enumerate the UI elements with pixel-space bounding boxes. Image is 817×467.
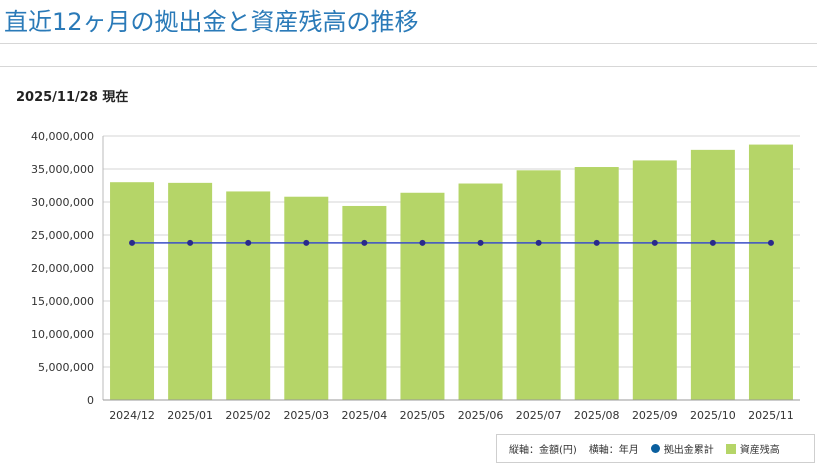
x-tick-label: 2025/01 <box>167 409 213 422</box>
bar-asset-balance <box>632 160 677 400</box>
bar-asset-balance <box>342 205 387 400</box>
bar-asset-balance <box>516 170 561 400</box>
as-of-date: 2025/11/28 現在 <box>16 90 129 105</box>
point-contribution-total <box>361 239 368 246</box>
y-tick-label: 40,000,000 <box>31 130 94 143</box>
point-contribution-total <box>187 239 194 246</box>
bar-asset-balance <box>748 144 793 400</box>
chart-legend: 縦軸：金額(円) 横軸：年月 拠出金累計 資産残高 <box>496 434 815 463</box>
point-contribution-total <box>767 239 774 246</box>
y-tick-label: 35,000,000 <box>31 163 94 176</box>
title-divider <box>0 43 817 44</box>
legend-x-axis-note: 横軸：年月 <box>588 445 639 456</box>
legend-y-axis-note: 縦軸：金額(円) <box>509 445 577 456</box>
y-tick-label: 20,000,000 <box>31 262 94 275</box>
bar-asset-balance <box>574 167 619 400</box>
point-contribution-total <box>419 239 426 246</box>
bar-asset-balance <box>168 182 213 400</box>
legend-bar-swatch-icon <box>725 443 736 454</box>
y-tick-label: 30,000,000 <box>31 196 94 209</box>
x-tick-label: 2025/03 <box>283 409 329 422</box>
point-contribution-total <box>593 239 600 246</box>
x-tick-label: 2025/06 <box>458 409 504 422</box>
bar-asset-balance <box>226 191 271 400</box>
x-tick-label: 2025/05 <box>400 409 446 422</box>
point-contribution-total <box>651 239 658 246</box>
point-contribution-total <box>709 239 716 246</box>
x-tick-label: 2025/11 <box>748 409 794 422</box>
point-contribution-total <box>535 239 542 246</box>
y-tick-label: 0 <box>87 394 94 407</box>
y-tick-label: 5,000,000 <box>38 361 94 374</box>
bar-asset-balance <box>690 149 735 400</box>
legend-line-swatch-icon <box>650 444 660 453</box>
point-contribution-total <box>245 239 252 246</box>
x-tick-label: 2025/10 <box>690 409 736 422</box>
bar-asset-balance <box>284 196 329 400</box>
y-tick-label: 15,000,000 <box>31 295 94 308</box>
point-contribution-total <box>129 239 136 246</box>
section-divider <box>0 66 817 67</box>
x-tick-label: 2025/04 <box>342 409 388 422</box>
bar-asset-balance <box>110 182 155 400</box>
bar-asset-balance <box>458 183 503 400</box>
x-tick-label: 2025/07 <box>516 409 562 422</box>
legend-bar-label: 資産残高 <box>739 445 780 456</box>
x-tick-label: 2024/12 <box>109 409 155 422</box>
bar-asset-balance <box>400 192 445 400</box>
x-tick-label: 2025/08 <box>574 409 620 422</box>
y-tick-label: 10,000,000 <box>31 328 94 341</box>
point-contribution-total <box>477 239 484 246</box>
point-contribution-total <box>303 239 310 246</box>
page-title: 直近12ヶ月の拠出金と資産残高の推移 <box>4 8 419 36</box>
y-tick-label: 25,000,000 <box>31 229 94 242</box>
legend-line-label: 拠出金累計 <box>663 445 714 456</box>
x-tick-label: 2025/09 <box>632 409 678 422</box>
x-tick-label: 2025/02 <box>225 409 271 422</box>
